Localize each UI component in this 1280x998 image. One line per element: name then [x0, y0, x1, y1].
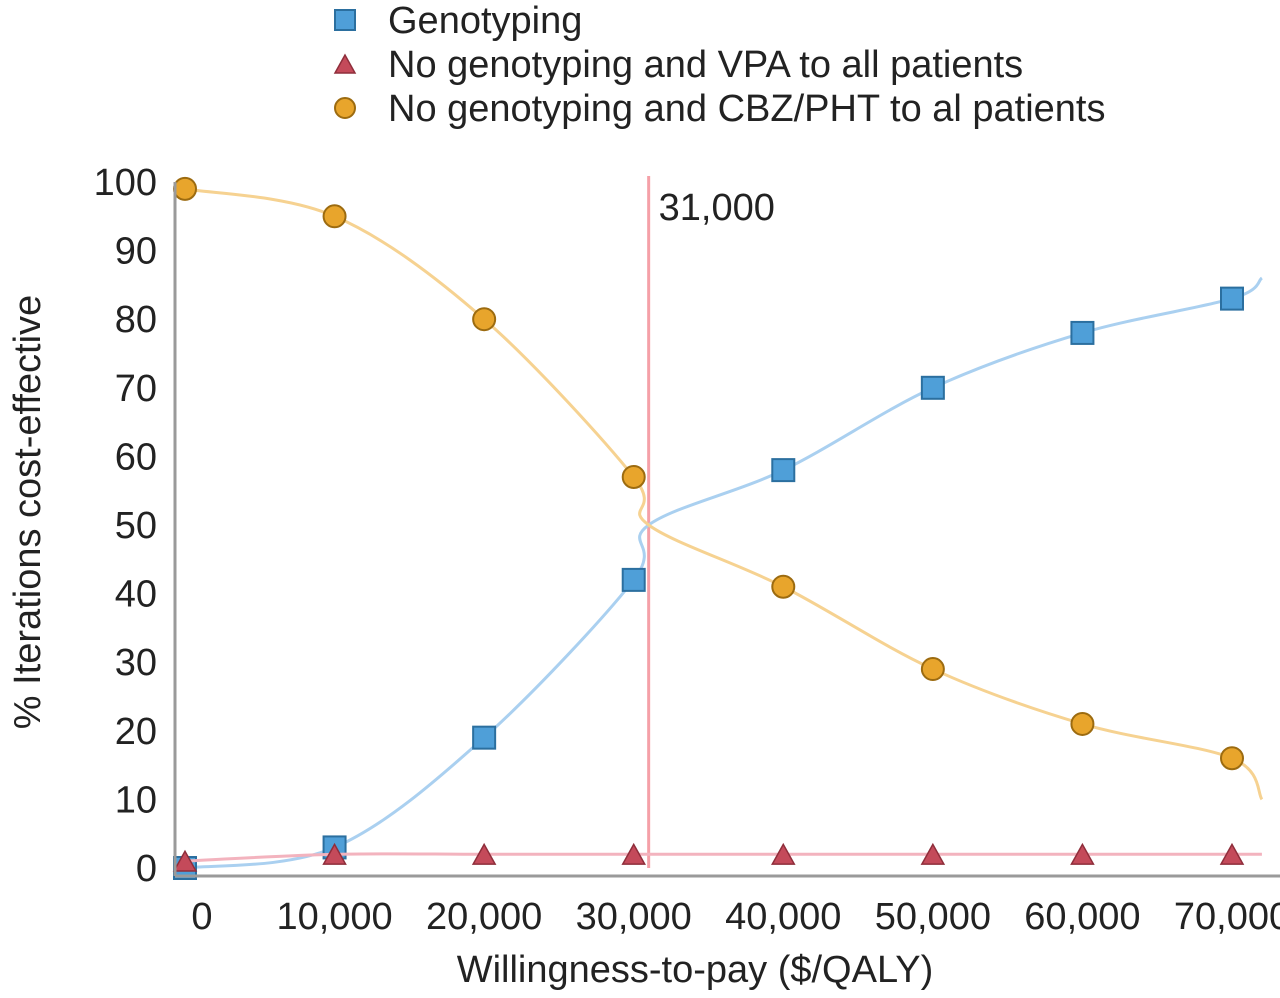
data-point-triangle	[1219, 842, 1245, 865]
legend-item: Genotyping	[334, 0, 582, 42]
y-tick-label: 60	[115, 436, 157, 478]
series-0	[173, 276, 1263, 880]
legend-label: No genotyping and CBZ/PHT to al patients	[388, 88, 1106, 130]
data-point-circle	[173, 176, 197, 201]
y-tick-label: 40	[115, 574, 157, 616]
x-tick-label: 60,000	[1024, 896, 1140, 938]
data-point-square	[472, 725, 497, 750]
x-tick-label: 40,000	[725, 896, 841, 938]
legend-marker-triangle	[333, 53, 357, 74]
data-point-triangle	[920, 842, 946, 865]
data-point-triangle	[1070, 842, 1095, 865]
data-point-circle	[472, 307, 497, 332]
data-point-triangle	[172, 849, 198, 872]
x-tick-label: 20,000	[426, 896, 542, 938]
data-point-circle	[1070, 711, 1095, 736]
y-tick-label: 20	[115, 711, 157, 753]
data-point-circle	[1220, 746, 1244, 771]
legend-marker-circle	[334, 97, 356, 119]
legend-label: Genotyping	[388, 0, 582, 42]
x-tick-label: 0	[191, 896, 212, 938]
data-point-square	[1070, 320, 1095, 345]
data-point-triangle	[621, 842, 646, 865]
y-tick-label: 30	[115, 642, 157, 684]
legend-item: No genotyping and CBZ/PHT to al patients	[334, 88, 1106, 130]
y-tick-label: 70	[115, 368, 157, 410]
y-axis-title: % Iterations cost-effective	[7, 295, 49, 729]
data-point-circle	[771, 574, 796, 599]
axes	[173, 182, 1280, 878]
y-tick-label: 80	[115, 299, 157, 341]
series-line	[184, 187, 1264, 801]
y-axis-ticks: 0 10 20 30 40 50 60 70 80 90 100	[94, 162, 157, 890]
data-point-triangle	[322, 842, 347, 865]
data-point-circle	[322, 204, 347, 229]
legend-label: No genotyping and VPA to all patients	[388, 44, 1023, 86]
y-tick-label: 50	[115, 505, 157, 547]
data-point-square	[621, 567, 646, 592]
x-axis-title: Willingness-to-pay ($/QALY)	[457, 949, 934, 991]
series-2	[173, 176, 1264, 801]
series-line	[184, 852, 1262, 863]
threshold-label: 31,000	[659, 187, 775, 229]
data-point-square	[920, 375, 945, 400]
data-point-triangle	[471, 842, 497, 865]
x-axis-ticks: 0 10,000 20,000 30,000 40,000 50,000 60,000 70,…	[191, 896, 1280, 938]
data-point-circle	[621, 464, 646, 489]
data-point-square	[771, 458, 796, 483]
legend-item: No genotyping and VPA to all patients	[333, 44, 1023, 86]
series-1	[172, 842, 1262, 872]
data-point-triangle	[771, 842, 796, 865]
series-layer	[172, 176, 1264, 880]
y-tick-label: 0	[136, 848, 157, 890]
y-tick-label: 90	[115, 231, 157, 273]
x-tick-label: 30,000	[576, 896, 692, 938]
x-tick-label: 50,000	[875, 896, 991, 938]
series-line	[184, 276, 1263, 870]
y-tick-label: 10	[115, 779, 157, 821]
x-tick-label: 70,000	[1174, 896, 1280, 938]
data-point-circle	[920, 657, 945, 682]
annotation-layer: 31,000	[647, 176, 775, 868]
y-tick-label: 100	[94, 162, 157, 204]
x-tick-label: 10,000	[276, 896, 392, 938]
data-point-square	[1220, 286, 1244, 311]
legend-marker-square	[334, 9, 356, 31]
